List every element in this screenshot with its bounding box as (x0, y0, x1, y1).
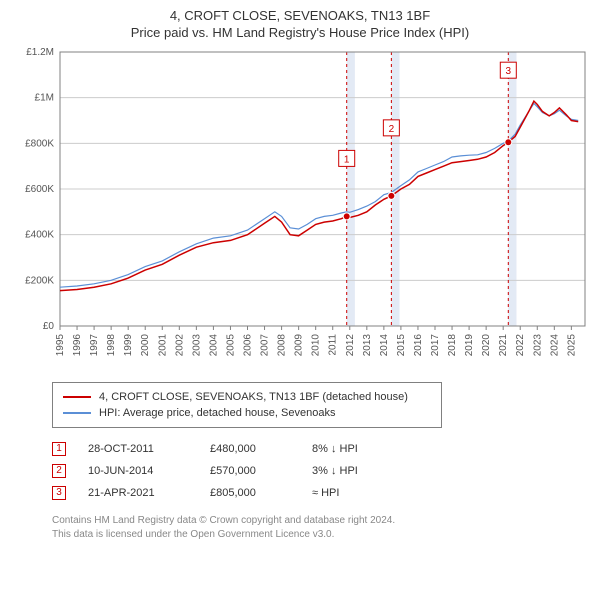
x-tick-label: 2000 (140, 334, 151, 357)
x-tick-label: 2001 (157, 334, 168, 357)
x-tick-label: 2006 (243, 334, 254, 357)
x-tick-label: 2022 (515, 334, 526, 357)
x-tick-label: 1995 (55, 334, 66, 357)
y-tick-label: £200K (25, 275, 54, 286)
sale-price: £480,000 (210, 438, 290, 460)
sale-point (343, 213, 350, 220)
y-tick-label: £400K (25, 230, 54, 241)
x-tick-label: 2011 (328, 334, 339, 356)
sale-badge-label: 3 (506, 66, 512, 77)
x-tick-label: 2019 (464, 334, 475, 357)
x-tick-label: 1996 (72, 334, 83, 357)
x-tick-label: 1999 (123, 334, 134, 357)
legend-label: HPI: Average price, detached house, Seve… (99, 405, 335, 421)
sale-date: 21-APR-2021 (88, 482, 188, 504)
sales-row: 3 21-APR-2021 £805,000 ≈ HPI (52, 482, 590, 504)
sale-marker: 2 (52, 464, 66, 478)
x-tick-label: 2002 (174, 334, 185, 357)
y-tick-label: £800K (25, 138, 54, 149)
sale-date: 10-JUN-2014 (88, 460, 188, 482)
attribution: Contains HM Land Registry data © Crown c… (52, 514, 590, 542)
legend-box: 4, CROFT CLOSE, SEVENOAKS, TN13 1BF (det… (52, 382, 442, 428)
x-tick-label: 2009 (294, 334, 305, 357)
x-tick-label: 2013 (362, 334, 373, 357)
sale-marker: 1 (52, 442, 66, 456)
x-tick-label: 2024 (549, 334, 560, 357)
y-tick-label: £1.2M (26, 47, 54, 58)
x-tick-label: 2021 (498, 334, 509, 357)
x-tick-label: 1997 (89, 334, 100, 357)
sale-badge-label: 2 (389, 124, 395, 135)
x-tick-label: 2015 (396, 334, 407, 357)
sales-row: 2 10-JUN-2014 £570,000 3% ↓ HPI (52, 460, 590, 482)
chart-container: 4, CROFT CLOSE, SEVENOAKS, TN13 1BF Pric… (0, 0, 600, 590)
x-tick-label: 2016 (413, 334, 424, 357)
x-tick-label: 2010 (311, 334, 322, 357)
sale-point (505, 139, 512, 146)
x-tick-label: 2025 (566, 334, 577, 357)
x-tick-label: 2004 (208, 334, 219, 357)
legend-label: 4, CROFT CLOSE, SEVENOAKS, TN13 1BF (det… (99, 389, 408, 405)
attribution-line2: This data is licensed under the Open Gov… (52, 528, 590, 542)
legend-swatch (63, 412, 91, 414)
sales-table: 1 28-OCT-2011 £480,000 8% ↓ HPI 2 10-JUN-2014… (52, 438, 590, 504)
y-tick-label: £1M (35, 93, 54, 104)
x-tick-label: 2008 (277, 334, 288, 357)
legend-row: 4, CROFT CLOSE, SEVENOAKS, TN13 1BF (det… (63, 389, 431, 405)
sale-badge-label: 1 (344, 154, 350, 165)
x-tick-label: 2018 (447, 334, 458, 357)
sale-point (388, 192, 395, 199)
sales-row: 1 28-OCT-2011 £480,000 8% ↓ HPI (52, 438, 590, 460)
x-tick-label: 2020 (481, 334, 492, 357)
sale-marker: 3 (52, 486, 66, 500)
x-tick-label: 2012 (345, 334, 356, 357)
x-tick-label: 2003 (191, 334, 202, 357)
y-tick-label: £600K (25, 184, 54, 195)
y-tick-label: £0 (43, 321, 55, 332)
x-tick-label: 2023 (532, 334, 543, 357)
x-tick-label: 1998 (106, 334, 117, 357)
x-tick-label: 2017 (430, 334, 441, 357)
x-tick-label: 2007 (260, 334, 271, 357)
sale-price: £570,000 (210, 460, 290, 482)
sale-date: 28-OCT-2011 (88, 438, 188, 460)
title-block: 4, CROFT CLOSE, SEVENOAKS, TN13 1BF Pric… (10, 8, 590, 40)
sale-price: £805,000 (210, 482, 290, 504)
x-tick-label: 2014 (379, 334, 390, 357)
x-tick-label: 2005 (225, 334, 236, 357)
sale-comparison: 8% ↓ HPI (312, 438, 412, 460)
legend-swatch (63, 396, 91, 398)
sale-comparison: 3% ↓ HPI (312, 460, 412, 482)
title-line1: 4, CROFT CLOSE, SEVENOAKS, TN13 1BF (10, 8, 590, 23)
attribution-line1: Contains HM Land Registry data © Crown c… (52, 514, 590, 528)
sale-comparison: ≈ HPI (312, 482, 412, 504)
title-line2: Price paid vs. HM Land Registry's House … (10, 25, 590, 40)
chart-svg: £0 £200K £400K £600K £800K £1M £1.2M 1995 1996 19… (10, 44, 590, 374)
legend-row: HPI: Average price, detached house, Seve… (63, 405, 431, 421)
chart-area: £0 £200K £400K £600K £800K £1M £1.2M 1995 1996 19… (10, 44, 590, 374)
